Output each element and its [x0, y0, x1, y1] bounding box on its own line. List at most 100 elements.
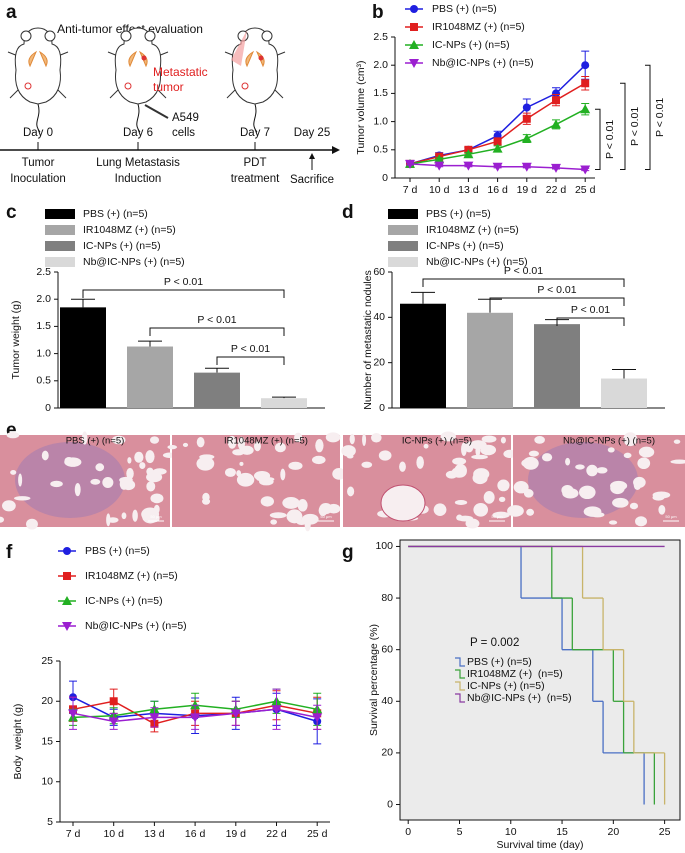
significance-label: P < 0.01: [654, 98, 666, 137]
scale-bar-label: 50 μm: [150, 514, 162, 519]
bar: [601, 378, 647, 408]
bar: [127, 346, 173, 408]
alveolus: [145, 450, 155, 464]
alveolus: [433, 503, 447, 516]
alveolus: [423, 443, 429, 449]
alveolus: [454, 463, 467, 478]
alveolus: [288, 461, 303, 470]
alveolus: [152, 468, 167, 475]
alveolus: [224, 467, 236, 477]
y-tick-label: 2.5: [373, 31, 388, 43]
alveolus: [294, 432, 303, 443]
x-tick-label: 7 d: [403, 184, 418, 196]
marker: [552, 89, 560, 98]
mouse-leg: [57, 89, 67, 99]
legend-label: PBS (+) (n=5): [432, 3, 497, 15]
mouse-ear: [120, 30, 132, 42]
x-tick-label: 0: [405, 826, 411, 838]
legend-swatch: [45, 241, 75, 251]
legend-label: IC-NPs (+) (n=5): [432, 39, 510, 51]
error-bar: [411, 291, 435, 304]
alveolus: [13, 496, 31, 501]
marker: [109, 697, 118, 706]
marker: [463, 161, 474, 171]
panel-label: f: [6, 542, 13, 563]
legend-label: PBS (+) (n=5): [467, 656, 532, 668]
timeline-arrow: [332, 146, 340, 154]
alveolus: [507, 505, 524, 517]
alveolus: [111, 435, 126, 445]
day-label: Day 7: [240, 127, 270, 139]
alveolus: [349, 433, 355, 445]
alveolus: [126, 467, 134, 480]
step-label: Induction: [115, 173, 162, 185]
scale-bar-label: 50 μm: [320, 514, 332, 519]
alveolus: [452, 457, 467, 465]
alveolus: [325, 432, 341, 443]
marker: [410, 23, 418, 31]
tumor-label: tumor: [153, 80, 184, 94]
alveolus: [304, 518, 311, 532]
legend-swatch: [388, 241, 418, 251]
y-tick-label: 20: [373, 356, 385, 368]
marker: [405, 159, 415, 169]
error-bar: [138, 340, 162, 347]
alveolus: [196, 456, 215, 471]
histology-label: IC-NPs (+) (n=5): [402, 436, 472, 447]
legend-line: [455, 693, 465, 703]
alveolus: [378, 450, 392, 461]
lungs: [128, 50, 148, 68]
sacrifice-arrowhead: [309, 153, 315, 159]
y-tick-label: 20: [41, 695, 53, 707]
marker: [521, 133, 532, 143]
marker: [149, 713, 160, 723]
alveolus: [498, 496, 506, 502]
y-tick-label: 0: [387, 798, 393, 810]
bar: [467, 312, 513, 408]
histology-label: Nb@IC-NPs (+) (n=5): [563, 436, 655, 447]
histology-label: IR1048MZ (+) (n=5): [224, 436, 308, 447]
x-tick-label: 16 d: [185, 828, 206, 840]
panel-label: c: [6, 202, 17, 223]
plot-background: [399, 539, 681, 821]
alveolus: [227, 435, 237, 449]
significance-label: P < 0.01: [537, 284, 576, 296]
x-tick-label: 10 d: [103, 828, 124, 840]
alveolus: [106, 513, 111, 527]
marker: [522, 114, 531, 123]
marker: [271, 705, 282, 715]
alveolus: [26, 518, 38, 530]
alveolus: [286, 509, 303, 524]
scale-bar-label: 50 μm: [491, 514, 503, 519]
y-tick-label: 2.0: [373, 59, 388, 71]
x-tick-label: 25 d: [575, 184, 596, 196]
alveolus: [0, 516, 5, 523]
significance-bracket: [645, 64, 651, 171]
mouse-body: [114, 27, 162, 105]
alveolus: [121, 512, 127, 520]
alveolus: [318, 505, 328, 517]
alveolus: [528, 450, 539, 457]
alveolus: [361, 461, 373, 468]
significance-label: P < 0.01: [604, 120, 616, 159]
tumor-region: [15, 442, 125, 518]
scale-bar-label: 50 μm: [665, 514, 677, 519]
legend-label: IC-NPs (+) (n=5): [83, 240, 161, 252]
legend-label: IR1048MZ (+) (n=5): [426, 224, 519, 236]
x-tick-label: 19 d: [517, 184, 538, 196]
y-tick-label: 0: [45, 402, 51, 414]
day-label: Day 6: [123, 127, 153, 139]
legend-label: Nb@IC-NPs (+) (n=5): [467, 692, 572, 704]
tumor-label: Metastatic: [153, 65, 208, 79]
alveolus: [90, 478, 101, 485]
alveolus: [416, 456, 424, 469]
tumor-site: [24, 82, 32, 90]
y-axis-title: Body weight (g): [12, 704, 24, 780]
cells-label: cells: [172, 127, 195, 139]
legend-line: [455, 669, 465, 679]
bar: [261, 398, 307, 408]
alveolus: [562, 488, 579, 499]
alveolus: [232, 449, 245, 456]
panel-label: g: [342, 542, 354, 563]
